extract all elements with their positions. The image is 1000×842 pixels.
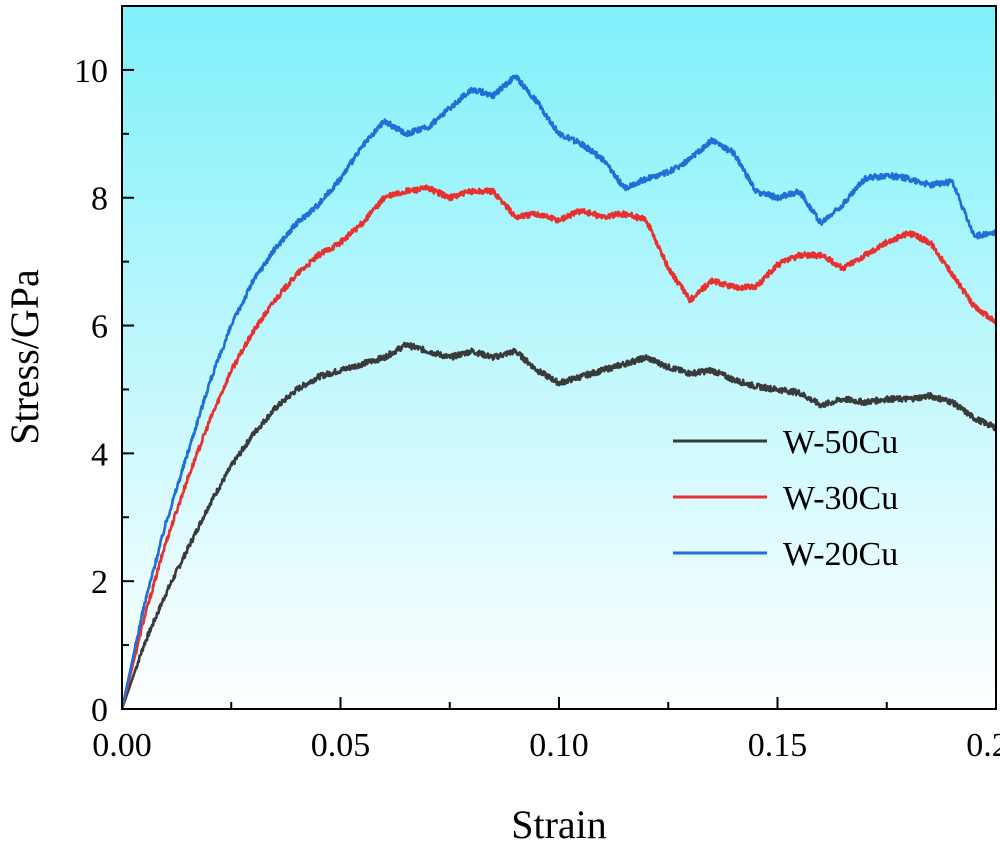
legend-label-w-50cu: W-50Cu (783, 424, 898, 461)
y-tick-label-5: 10 (74, 53, 108, 90)
y-tick-label-3: 6 (91, 309, 108, 346)
x-axis-title: Strain (511, 802, 607, 842)
y-tick-label-0: 0 (91, 692, 108, 729)
legend-label-w-30cu: W-30Cu (783, 480, 898, 517)
y-tick-label-1: 2 (91, 564, 108, 601)
y-tick-label-2: 4 (91, 436, 108, 473)
series-line-w-20cu (122, 74, 996, 709)
series-line-w-30cu (122, 184, 996, 709)
y-axis-title: Stress/GPa (2, 269, 47, 445)
plot-background (122, 6, 996, 709)
legend: W-50Cu W-30Cu W-20Cu (673, 424, 898, 573)
ticks-layer: 0.00 0.05 0.10 0.15 0.20 0 2 4 6 8 10 (74, 53, 1000, 764)
x-tick-label-3: 0.15 (748, 727, 808, 764)
x-tick-label-0: 0.00 (92, 727, 152, 764)
legend-label-w-20cu: W-20Cu (783, 536, 898, 573)
x-tick-label-2: 0.10 (529, 727, 589, 764)
y-tick-label-4: 8 (91, 181, 108, 218)
series-layer (122, 74, 996, 709)
x-tick-label-4: 0.20 (966, 727, 1000, 764)
series-line-w-50cu (122, 341, 996, 709)
x-tick-label-1: 0.05 (311, 727, 371, 764)
